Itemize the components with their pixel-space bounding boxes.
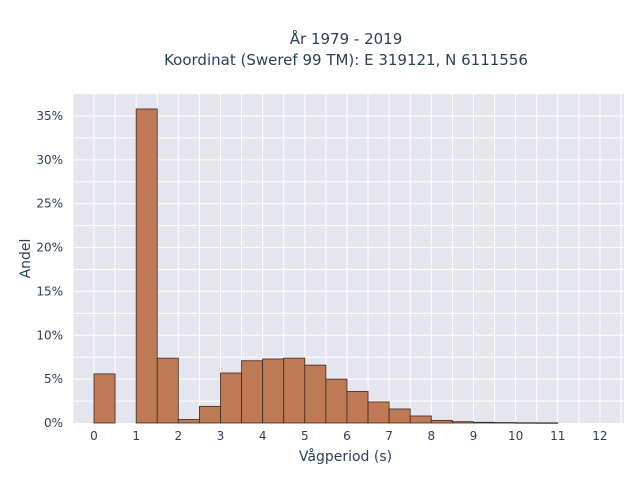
x-tick-label: 11	[550, 429, 565, 443]
chart-title-line2: Koordinat (Sweref 99 TM): E 319121, N 61…	[164, 51, 528, 69]
histogram-bar	[536, 422, 559, 424]
y-axis-ticks: 0% 5% 10% 15% 20% 25% 30% 35%	[36, 109, 63, 430]
x-tick-label: 0	[90, 429, 98, 443]
histogram-bar	[262, 358, 285, 424]
y-tick-label: 35%	[36, 109, 63, 123]
x-axis-label: Vågperiod (s)	[299, 448, 392, 465]
y-tick-label: 5%	[44, 372, 63, 386]
histogram-bar	[135, 108, 158, 424]
x-tick-label: 1	[132, 429, 140, 443]
x-tick-label: 6	[343, 429, 351, 443]
x-axis-ticks: 0 1 2 3 4 5 6 7 8 9 10 11 12	[90, 429, 607, 443]
x-tick-label: 2	[174, 429, 182, 443]
x-tick-label: 5	[301, 429, 309, 443]
histogram-bar	[220, 372, 242, 424]
histogram-bar	[409, 415, 432, 424]
y-tick-label: 20%	[36, 241, 63, 255]
y-tick-label: 30%	[36, 153, 63, 167]
histogram-bar	[241, 360, 264, 424]
x-tick-label: 12	[592, 429, 607, 443]
x-tick-label: 8	[427, 429, 435, 443]
histogram-bars	[93, 108, 559, 424]
histogram-bar	[388, 408, 411, 424]
histogram-bar	[430, 419, 453, 424]
histogram-bar	[367, 401, 390, 424]
x-tick-label: 7	[385, 429, 393, 443]
y-tick-label: 15%	[36, 284, 63, 298]
x-tick-label: 10	[508, 429, 523, 443]
x-tick-label: 3	[217, 429, 225, 443]
histogram-bar	[283, 357, 306, 424]
y-tick-label: 0%	[44, 416, 63, 430]
x-tick-label: 9	[470, 429, 478, 443]
histogram-bar	[473, 421, 495, 424]
y-tick-label: 25%	[36, 197, 63, 211]
y-axis-label: Andel	[18, 239, 34, 279]
histogram-bar	[346, 391, 369, 424]
histogram-bar	[177, 419, 200, 424]
y-tick-label: 10%	[36, 328, 63, 342]
histogram-bar	[156, 357, 179, 424]
chart-title-line1: År 1979 - 2019	[289, 30, 403, 48]
histogram-bar	[494, 422, 516, 424]
histogram-bar	[198, 405, 221, 424]
histogram-bar	[451, 421, 474, 424]
histogram-bar	[515, 422, 538, 424]
x-tick-label: 4	[259, 429, 267, 443]
histogram-bar	[93, 373, 116, 424]
histogram-bar	[304, 364, 327, 424]
histogram-bar	[325, 378, 348, 424]
